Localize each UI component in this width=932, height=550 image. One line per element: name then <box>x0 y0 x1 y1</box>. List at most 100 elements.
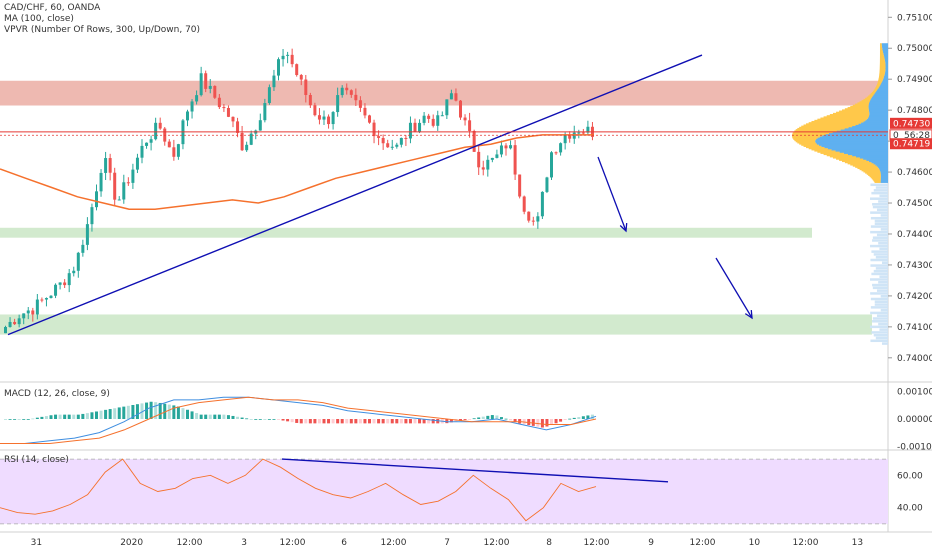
vp-bar-up <box>869 111 888 114</box>
vp-bar-up <box>868 103 888 106</box>
legend-symbol[interactable]: CAD/CHF, 60, OANDA <box>4 3 101 13</box>
candle-body <box>422 115 426 123</box>
macd-bar <box>13 419 17 420</box>
vp-bar-up <box>868 115 888 117</box>
vp-bar-up <box>884 57 888 59</box>
rsi-trend-line <box>281 458 669 483</box>
candle-body <box>81 244 85 253</box>
vp-bar-down <box>826 154 853 157</box>
macd-bar <box>295 419 299 423</box>
legend-rsi[interactable]: RSI (14, close) <box>4 455 69 465</box>
macd-bar <box>44 416 48 419</box>
legend-vpvr[interactable]: VPVR (Number Of Rows, 300, Up/Down, 70) <box>4 25 201 35</box>
candle-body <box>195 95 199 102</box>
vp-bar-up <box>836 130 888 132</box>
vp-bar-down <box>877 81 882 84</box>
vp-bar-down <box>879 52 884 55</box>
vp-bar-down <box>829 155 857 158</box>
candle-body <box>581 132 585 134</box>
candle-body <box>204 73 208 89</box>
rsi-band <box>0 459 888 524</box>
y-tick-label: 0.74900 <box>897 75 932 85</box>
vp-bar-down <box>797 141 816 144</box>
vp-bar-up <box>856 155 888 158</box>
vp-bar-down <box>836 158 864 160</box>
vp-bar-down <box>808 122 862 124</box>
price-tag-lower <box>890 138 932 150</box>
vp-bar-up <box>883 52 888 55</box>
vp-bar-down <box>792 136 820 138</box>
candle-body <box>4 326 7 334</box>
vp-bar-up <box>880 174 888 176</box>
x-tick-label: 8 <box>546 538 552 548</box>
macd-bar <box>236 416 240 419</box>
candle-body <box>504 145 508 149</box>
rsi-line <box>0 458 597 522</box>
macd-bar <box>404 419 408 424</box>
macd-bar <box>313 419 317 424</box>
candle-body <box>577 132 581 134</box>
macd-bar <box>368 419 371 424</box>
vp-bar-low <box>870 278 888 281</box>
vp-bar-down <box>839 159 867 161</box>
vp-bar-up <box>885 69 888 72</box>
vp-bar-down <box>878 80 883 82</box>
macd-bar <box>372 419 376 424</box>
vp-bar-up <box>821 145 888 147</box>
macd-bar <box>472 418 476 420</box>
macd-bar <box>163 403 167 419</box>
candle-body <box>167 141 171 148</box>
candle-body <box>586 126 590 133</box>
vp-bar-up <box>868 160 888 163</box>
macd-bar <box>26 419 30 420</box>
vp-bar-low <box>878 242 888 245</box>
vp-bar-down <box>814 119 866 122</box>
macd-bar <box>149 401 153 419</box>
vp-bar-down <box>873 180 881 182</box>
vp-bar-up <box>879 169 888 172</box>
macd-bar <box>108 409 112 419</box>
vp-bar-low <box>880 214 888 217</box>
vp-bar-low <box>879 275 888 278</box>
vp-bar-down <box>871 91 876 94</box>
candle-body <box>327 116 331 125</box>
vp-bar-down <box>799 143 817 145</box>
macd-bar <box>263 419 267 420</box>
vp-bar-up <box>881 45 888 48</box>
vp-bar-down <box>832 156 860 159</box>
vp-bar-up <box>880 175 888 178</box>
macd-bar <box>99 410 103 419</box>
vp-bar-up <box>885 66 888 69</box>
vp-bar-up <box>881 81 888 84</box>
trend-line <box>7 54 703 336</box>
candle-body <box>490 157 494 160</box>
vp-bar-low <box>871 191 888 195</box>
vp-bar-down <box>879 45 882 48</box>
macd-bar <box>281 419 285 421</box>
vp-bar-down <box>795 140 816 143</box>
vp-bar-up <box>873 94 888 96</box>
legend-macd[interactable]: MACD (12, 26, close, 9) <box>4 389 110 399</box>
vp-bar-up <box>863 120 888 123</box>
vp-bar-down <box>866 173 881 175</box>
macd-bar <box>504 418 508 420</box>
candle-body <box>381 137 385 144</box>
vp-bar-up <box>876 89 888 92</box>
vp-bar-up <box>884 59 888 62</box>
legend-ma[interactable]: MA (100, close) <box>4 14 74 24</box>
macd-bar <box>422 419 426 424</box>
macd-bar <box>545 419 549 427</box>
vp-bar-down <box>879 50 883 52</box>
vp-bar-low <box>870 183 888 187</box>
macd-bar <box>286 419 290 422</box>
macd-bar <box>386 419 390 424</box>
vp-bar-down <box>811 120 864 123</box>
vp-bar-down <box>792 132 829 135</box>
candle-body <box>499 145 503 155</box>
x-tick-label: 12:00 <box>280 538 306 548</box>
vp-bar-up <box>878 167 888 170</box>
vp-bar-down <box>859 168 880 171</box>
vp-bar-down <box>814 150 836 152</box>
candle-body <box>427 115 431 119</box>
